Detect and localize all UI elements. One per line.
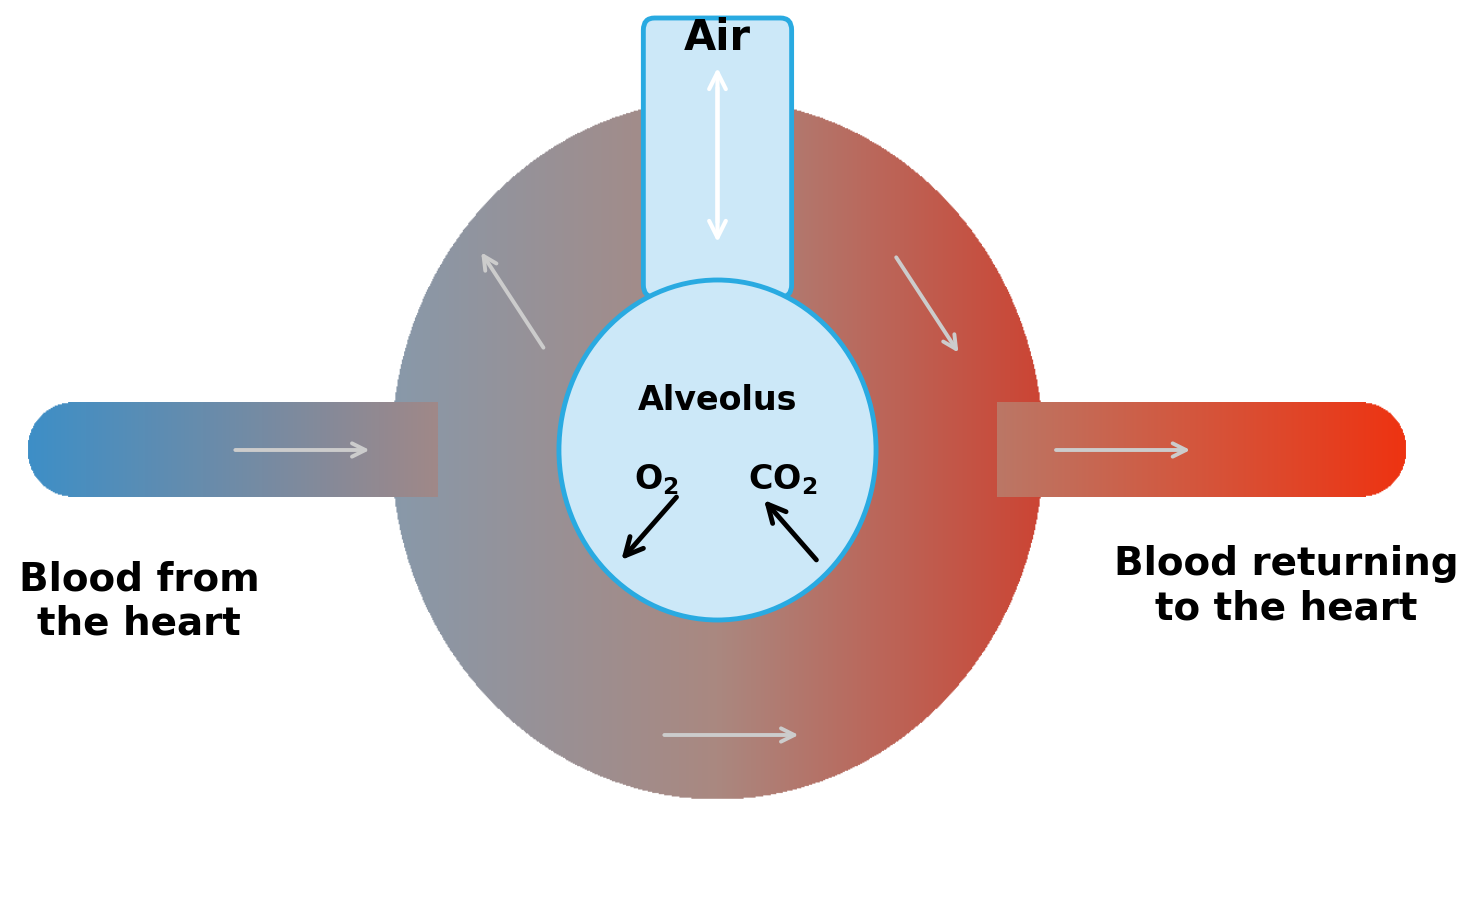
FancyBboxPatch shape: [643, 18, 791, 297]
Text: Blood from
the heart: Blood from the heart: [19, 560, 260, 642]
Text: Alveolus: Alveolus: [637, 384, 797, 416]
Text: Blood returning
to the heart: Blood returning to the heart: [1114, 545, 1458, 627]
Text: $\mathbf{O_2}$: $\mathbf{O_2}$: [634, 462, 679, 498]
Text: Air: Air: [683, 17, 751, 59]
Circle shape: [559, 280, 876, 620]
Text: $\mathbf{CO_2}$: $\mathbf{CO_2}$: [748, 462, 818, 498]
